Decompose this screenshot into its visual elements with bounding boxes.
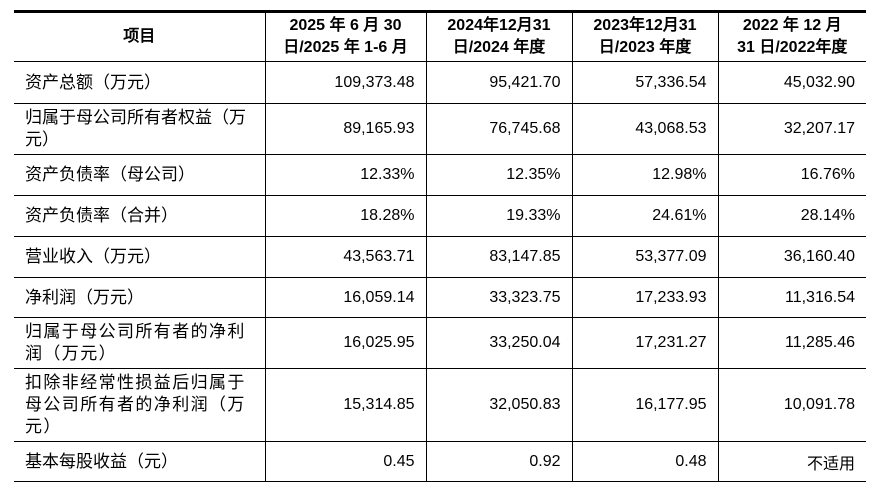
table-row: 净利润（万元） 16,059.14 33,323.75 17,233.93 11,316…	[14, 277, 866, 318]
row-value: 15,314.85	[264, 368, 427, 442]
row-value: 16.76%	[717, 154, 866, 196]
column-header-2022: 2022 年 12 月 31 日/2022年度	[717, 11, 866, 62]
column-header-item: 项目	[14, 11, 266, 62]
row-value: 16,059.14	[264, 277, 427, 318]
row-label: 基本每股收益（元）	[14, 441, 266, 482]
row-value: 12.98%	[571, 154, 719, 196]
row-value: 17,233.93	[571, 277, 719, 318]
row-value: 83,147.85	[425, 236, 573, 278]
row-value: 32,050.83	[425, 368, 573, 442]
column-header-2023: 2023年12月31 日/2023 年度	[571, 11, 719, 62]
table-row: 资产负债率（合并） 18.28% 19.33% 24.61% 28.14%	[14, 195, 866, 237]
row-value: 16,025.95	[264, 317, 427, 369]
row-label: 归属于母公司所有者权益（万 元）	[14, 103, 266, 155]
header-row: 项目 2025 年 6 月 30 日/2025 年 1-6 月 2024年12月…	[14, 11, 866, 62]
row-value: 11,316.54	[717, 277, 866, 318]
table-row: 营业收入（万元） 43,563.71 83,147.85 53,377.09 36,16…	[14, 236, 866, 278]
row-value: 16,177.95	[571, 368, 719, 442]
row-value: 28.14%	[717, 195, 866, 237]
row-value: 33,250.04	[425, 317, 573, 369]
row-value: 0.92	[425, 441, 573, 482]
row-value: 0.48	[571, 441, 719, 482]
row-value: 32,207.17	[717, 103, 866, 155]
row-value: 18.28%	[264, 195, 427, 237]
row-label: 资产总额（万元）	[14, 61, 266, 104]
row-label: 扣除非经常性损益后归属于 母公司所有者的净利润（万 元）	[14, 368, 266, 442]
row-label: 净利润（万元）	[14, 277, 266, 318]
table-row: 归属于母公司所有者的净利 润（万元） 16,025.95 33,250.04 17,2…	[14, 317, 866, 369]
row-value: 12.35%	[425, 154, 573, 196]
row-value: 53,377.09	[571, 236, 719, 278]
row-value: 76,745.68	[425, 103, 573, 155]
row-value: 89,165.93	[264, 103, 427, 155]
row-value: 33,323.75	[425, 277, 573, 318]
row-label: 资产负债率（合并）	[14, 195, 266, 237]
row-value: 24.61%	[571, 195, 719, 237]
row-label: 归属于母公司所有者的净利 润（万元）	[14, 317, 266, 369]
row-value: 11,285.46	[717, 317, 866, 369]
row-value: 43,068.53	[571, 103, 719, 155]
table-row: 资产总额（万元） 109,373.48 95,421.70 57,336.54 45,0…	[14, 61, 866, 104]
row-value: 45,032.90	[717, 61, 866, 104]
row-value: 不适用	[717, 441, 866, 482]
table-row: 归属于母公司所有者权益（万 元） 89,165.93 76,745.68 43,068…	[14, 103, 866, 155]
row-label: 资产负债率（母公司）	[14, 154, 266, 196]
table-body: 资产总额（万元） 109,373.48 95,421.70 57,336.54 45,0…	[14, 61, 866, 482]
row-value: 57,336.54	[571, 61, 719, 104]
column-header-2025-h1: 2025 年 6 月 30 日/2025 年 1-6 月	[264, 11, 427, 62]
row-label: 营业收入（万元）	[14, 236, 266, 278]
row-value: 10,091.78	[717, 368, 866, 442]
row-value: 17,231.27	[571, 317, 719, 369]
table-row: 基本每股收益（元） 0.45 0.92 0.48 不适用	[14, 441, 866, 482]
row-value: 0.45	[264, 441, 427, 482]
table-row: 扣除非经常性损益后归属于 母公司所有者的净利润（万 元） 15,314.85 32,…	[14, 368, 866, 442]
row-value: 12.33%	[264, 154, 427, 196]
column-header-2024: 2024年12月31 日/2024 年度	[425, 11, 573, 62]
table-row: 资产负债率（母公司） 12.33% 12.35% 12.98% 16.76%	[14, 154, 866, 196]
row-value: 95,421.70	[425, 61, 573, 104]
row-value: 36,160.40	[717, 236, 866, 278]
row-value: 43,563.71	[264, 236, 427, 278]
row-value: 19.33%	[425, 195, 573, 237]
row-value: 109,373.48	[264, 61, 427, 104]
financial-summary-table: 项目 2025 年 6 月 30 日/2025 年 1-6 月 2024年12月…	[14, 10, 866, 482]
